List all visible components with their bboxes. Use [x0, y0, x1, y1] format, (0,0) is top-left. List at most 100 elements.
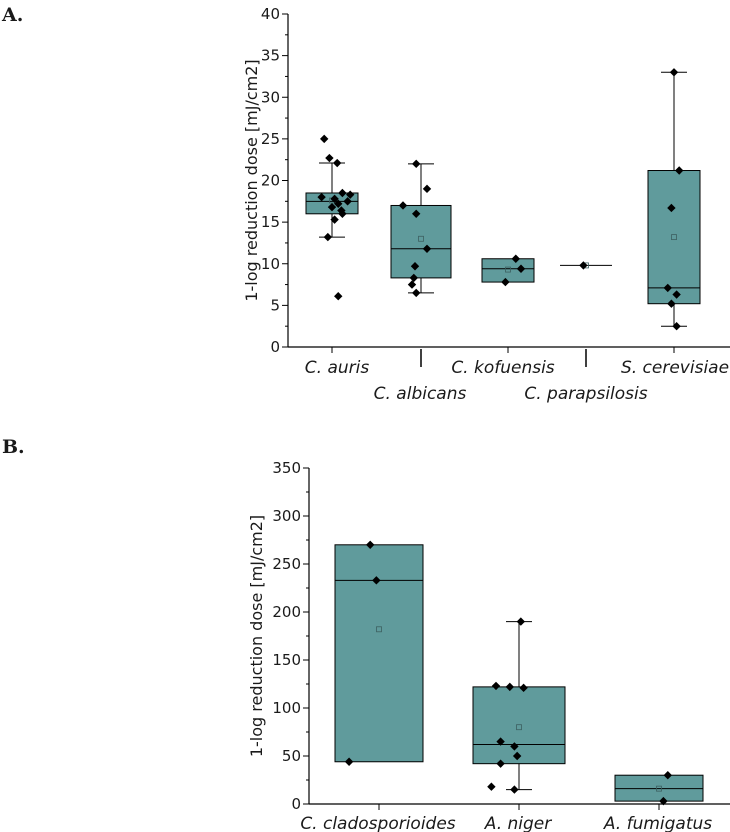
y-tick-label: 150	[272, 651, 301, 669]
y-tick-label: 20	[261, 172, 280, 190]
data-point	[667, 203, 676, 213]
data-point	[410, 262, 420, 271]
y-tick-label: 250	[272, 555, 301, 573]
data-point	[422, 184, 432, 194]
category-label: C. kofuensis	[451, 358, 554, 378]
category-label: C. albicans	[374, 384, 467, 404]
data-point	[579, 261, 588, 270]
y-axis-title: 1-log reduction dose [mJ/cm2]	[247, 515, 266, 757]
data-point	[344, 757, 354, 766]
data-point	[325, 153, 334, 163]
category-label: C. cladosporioides	[300, 814, 455, 832]
box-body	[472, 686, 566, 765]
mean-marker	[656, 785, 662, 792]
box-c-kofuensis: C. kofuensis	[451, 254, 555, 378]
data-point	[511, 254, 520, 263]
box-c-albicans: C. albicans	[374, 159, 467, 404]
data-point	[512, 751, 522, 761]
category-label: A. fumigatus	[603, 814, 712, 832]
box-c-auris: C. auris	[305, 134, 370, 378]
data-point	[343, 197, 352, 206]
data-point	[317, 192, 326, 202]
mean-marker	[418, 235, 424, 242]
mean-marker	[516, 724, 522, 731]
data-point	[407, 280, 417, 289]
box-s-cerevisiae: S. cerevisiae	[621, 68, 729, 378]
data-point	[398, 201, 408, 210]
box-c-cladosporioides: C. cladosporioides	[300, 540, 456, 832]
y-tick-label: 10	[261, 255, 280, 273]
data-point	[672, 321, 681, 331]
data-point	[346, 190, 355, 199]
data-point	[330, 194, 339, 204]
data-point	[519, 683, 528, 693]
y-tick-label: 15	[261, 213, 280, 231]
y-tick-label: 350	[272, 459, 301, 477]
box-a-fumigatus: A. fumigatus	[603, 771, 712, 832]
data-point	[663, 283, 672, 293]
category-label: A. niger	[484, 814, 553, 832]
y-tick-label: 40	[261, 5, 280, 23]
data-point	[663, 771, 672, 780]
box-c-parapsilosis: C. parapsilosis	[524, 261, 648, 404]
data-point	[505, 682, 514, 692]
data-point	[669, 68, 679, 77]
y-tick-label: 30	[261, 88, 280, 106]
y-axis-title: 1-log reduction dose [mJ/cm2]	[242, 59, 261, 301]
y-tick-label: 50	[282, 747, 301, 765]
data-point	[334, 199, 343, 209]
data-point	[366, 540, 375, 549]
data-point	[422, 244, 432, 253]
data-point	[491, 681, 501, 691]
category-label: C. auris	[305, 358, 370, 378]
data-point	[412, 159, 421, 169]
data-point	[510, 785, 519, 794]
data-point	[320, 134, 329, 144]
box-body	[334, 544, 424, 763]
data-point	[412, 209, 421, 218]
data-point	[675, 166, 684, 175]
y-tick-label: 300	[272, 507, 301, 525]
mean-marker	[671, 234, 677, 241]
data-point	[516, 617, 526, 626]
data-point	[337, 206, 346, 215]
data-point	[496, 737, 505, 746]
box-body	[390, 204, 452, 279]
data-point	[659, 796, 668, 806]
data-point	[672, 290, 681, 299]
data-point	[501, 277, 510, 287]
data-point	[338, 188, 347, 198]
data-point	[516, 264, 526, 273]
data-point	[372, 576, 381, 585]
data-point	[323, 232, 333, 242]
box-body	[481, 258, 535, 283]
data-point	[667, 299, 676, 308]
data-point	[409, 273, 418, 283]
y-tick-label: 100	[272, 699, 301, 717]
box-a-niger: A. niger	[472, 617, 566, 832]
panel-label-a: A.	[2, 4, 24, 26]
data-point	[330, 215, 339, 224]
category-label: C. parapsilosis	[524, 384, 647, 404]
y-tick-label: 35	[261, 47, 280, 65]
data-point	[327, 202, 337, 212]
panel-label-b: B.	[2, 436, 25, 458]
chart-b: 0 50 100 150 200 250 300 350 1-log reduction dos…	[247, 459, 730, 832]
data-point	[412, 288, 421, 298]
data-point	[338, 209, 347, 218]
y-tick-label: 0	[270, 338, 280, 356]
data-point	[496, 759, 505, 768]
data-point	[333, 158, 342, 168]
mean-marker	[505, 266, 511, 273]
data-point	[510, 742, 519, 751]
y-tick-label: 200	[272, 603, 301, 621]
data-point	[334, 292, 343, 301]
y-tick-label: 0	[291, 795, 301, 813]
data-point	[487, 782, 496, 791]
box-body	[647, 170, 701, 305]
y-tick-label: 5	[270, 296, 280, 314]
chart-a: 0 5 10 15 20 25 30 35 40 1-log reduction dose [mJ…	[242, 5, 730, 404]
mean-marker	[376, 626, 382, 633]
y-tick-label: 25	[261, 130, 280, 148]
